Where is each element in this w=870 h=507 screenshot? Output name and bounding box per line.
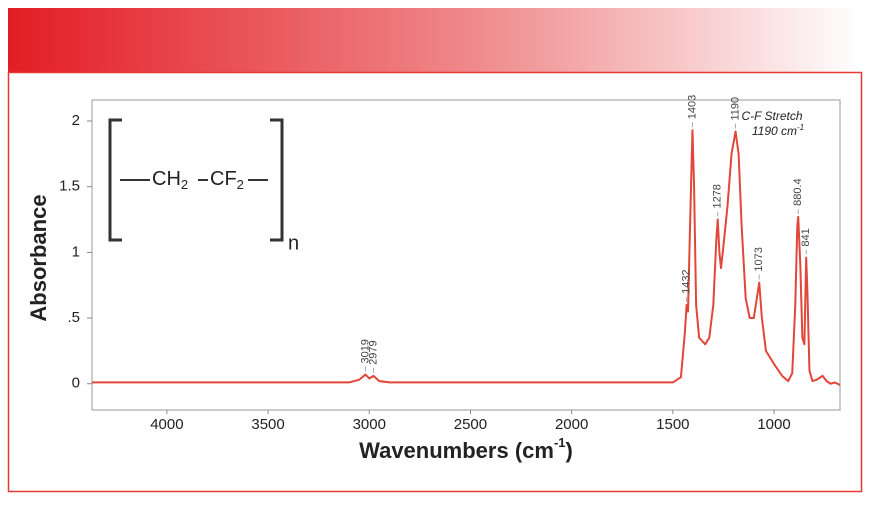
- structure-text: CF2: [210, 168, 244, 192]
- group: CH: [152, 168, 181, 190]
- y-axis-title: Absorbance: [26, 194, 51, 321]
- x-axis-title: Wavenumbers (cm-1): [359, 435, 573, 462]
- x-tick-label: 2000: [555, 416, 588, 433]
- plot-area: [91, 99, 841, 411]
- banner: [8, 8, 862, 72]
- spectrum-line: [92, 129, 841, 386]
- x-tick-label: 1500: [656, 416, 689, 433]
- x-title-text: Wavenumbers (cm: [359, 438, 554, 463]
- x-tick-label: 2500: [454, 416, 487, 433]
- repeat-unit: n: [288, 232, 299, 254]
- bracket: [108, 118, 122, 242]
- x-tick-label: 3000: [353, 416, 386, 433]
- y-tick-label: 1: [72, 243, 80, 260]
- y-tick-label: .5: [67, 309, 80, 326]
- x-tick-label: 4000: [150, 416, 183, 433]
- structure-text: CH2: [152, 168, 188, 192]
- subscript: 2: [181, 177, 188, 192]
- frame: [7, 71, 863, 493]
- peak-label: 841: [800, 228, 812, 246]
- superscript: -1: [554, 435, 566, 450]
- subscript: 2: [237, 177, 244, 192]
- y-tick-label: 1.5: [59, 178, 80, 195]
- superscript: -1: [797, 123, 804, 132]
- peak-label: 880.4: [792, 178, 804, 206]
- peak-label: 3019: [359, 339, 371, 363]
- x-tick-label: 3500: [251, 416, 284, 433]
- bracket: [270, 118, 284, 242]
- structure: [108, 118, 284, 242]
- y-tick-label: 2: [72, 112, 80, 129]
- annotation: 1190 cm-1: [752, 123, 804, 138]
- annotation-text: 1190 cm: [752, 124, 797, 138]
- group: CF: [210, 168, 237, 190]
- x-title-text: ): [566, 438, 573, 463]
- y-tick-label: 0: [72, 375, 80, 392]
- peak-label: 2979: [367, 340, 379, 364]
- peak-label: 1190: [729, 97, 741, 121]
- peak-label: 1403: [686, 95, 698, 119]
- peak-label: 1278: [712, 184, 724, 208]
- peak-label: 1073: [753, 247, 765, 271]
- peak-label: 1432: [681, 269, 693, 293]
- x-tick-label: 1000: [757, 416, 790, 433]
- annotation: C-F Stretch: [741, 109, 802, 123]
